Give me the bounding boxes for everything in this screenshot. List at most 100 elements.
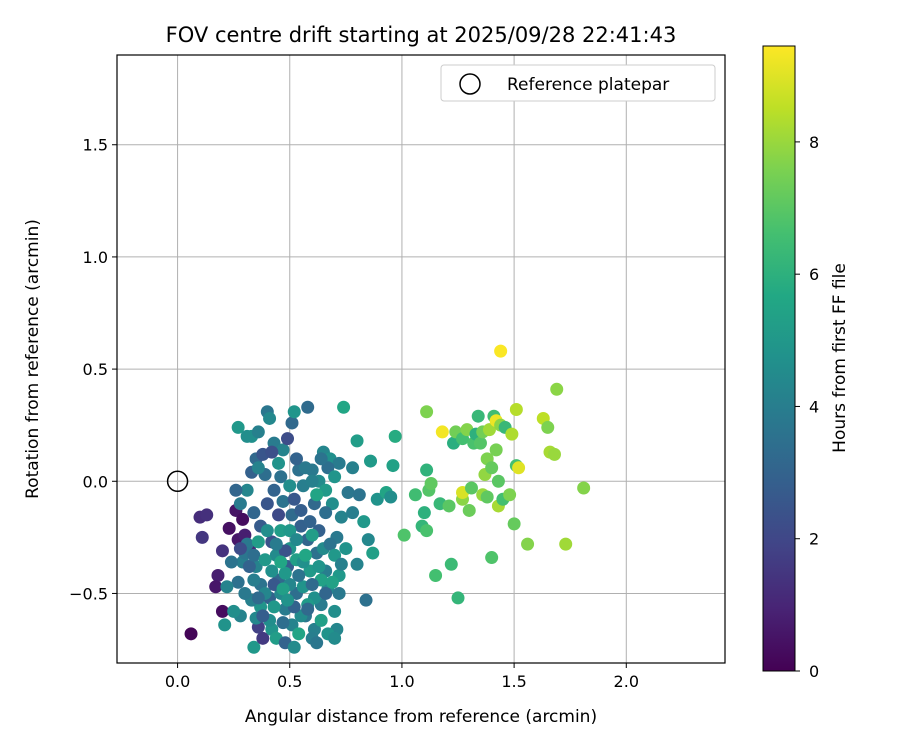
data-point-158 xyxy=(310,636,324,650)
data-point-49 xyxy=(240,429,254,443)
colorbar-gradient xyxy=(762,45,796,672)
colorbar-ticks: 0 2 4 6 8 xyxy=(795,133,819,681)
colorbar-label: Hours from first FF file xyxy=(830,263,850,453)
grid xyxy=(117,55,725,663)
data-point-8 xyxy=(222,521,236,535)
data-point-1 xyxy=(215,604,229,618)
data-point-107 xyxy=(240,483,254,497)
x-tick-label-2: 1.0 xyxy=(389,672,414,691)
colorbar-tick-label-3: 6 xyxy=(809,265,819,284)
data-point-82 xyxy=(388,429,402,443)
data-point-199 xyxy=(451,591,465,605)
data-point-217 xyxy=(485,461,499,475)
data-point-208 xyxy=(471,409,485,423)
data-point-167 xyxy=(258,553,272,567)
data-point-72 xyxy=(334,510,348,524)
data-point-23 xyxy=(231,575,245,589)
data-point-57 xyxy=(285,416,299,430)
data-point-76 xyxy=(357,515,371,529)
data-point-174 xyxy=(319,586,333,600)
data-point-108 xyxy=(247,506,261,520)
data-point-83 xyxy=(384,490,398,504)
data-point-146 xyxy=(298,461,312,475)
data-point-142 xyxy=(265,445,279,459)
data-point-95 xyxy=(274,524,288,538)
data-point-144 xyxy=(283,479,297,493)
data-point-239 xyxy=(559,537,573,551)
data-point-169 xyxy=(276,582,290,596)
y-axis-label: Rotation from reference (arcmin) xyxy=(23,219,43,499)
data-point-227 xyxy=(503,488,517,502)
data-point-151 xyxy=(314,452,328,466)
data-point-3 xyxy=(209,580,223,594)
data-point-78 xyxy=(366,546,380,560)
data-point-191 xyxy=(420,405,434,419)
data-point-178 xyxy=(289,533,303,547)
data-point-112 xyxy=(272,508,286,522)
data-point-164 xyxy=(260,524,274,538)
data-point-103 xyxy=(227,604,241,618)
reference-marker-group xyxy=(166,470,189,493)
data-point-87 xyxy=(339,542,353,556)
data-point-134 xyxy=(247,573,261,587)
data-point-182 xyxy=(281,593,295,607)
data-point-162 xyxy=(278,566,292,580)
data-point-155 xyxy=(314,613,328,627)
data-point-86 xyxy=(350,557,364,571)
data-point-48 xyxy=(231,420,245,434)
data-point-219 xyxy=(489,443,503,457)
data-point-2 xyxy=(211,569,225,583)
data-point-159 xyxy=(301,602,315,616)
data-point-184 xyxy=(408,488,422,502)
data-point-180 xyxy=(305,528,319,542)
data-point-115 xyxy=(294,503,308,517)
data-point-81 xyxy=(386,459,400,473)
data-point-215 xyxy=(482,423,496,437)
data-point-176 xyxy=(332,586,346,600)
data-point-69 xyxy=(350,434,364,448)
data-point-232 xyxy=(512,461,526,475)
data-point-196 xyxy=(444,557,458,571)
data-point-209 xyxy=(473,436,487,450)
data-point-74 xyxy=(346,506,360,520)
data-point-113 xyxy=(278,544,292,558)
data-point-216 xyxy=(485,551,499,565)
data-point-172 xyxy=(305,577,319,591)
x-tick-label-4: 2.0 xyxy=(614,672,639,691)
data-point-0 xyxy=(184,627,198,641)
colorbar-tick-label-2: 4 xyxy=(809,397,819,416)
data-point-189 xyxy=(424,477,438,491)
data-point-85 xyxy=(359,593,373,607)
data-point-147 xyxy=(305,474,319,488)
y-tick-label-0: −0.5 xyxy=(69,584,108,603)
data-point-43 xyxy=(276,494,290,508)
legend-label: Reference platepar xyxy=(507,75,669,95)
data-point-194 xyxy=(435,425,449,439)
data-point-229 xyxy=(507,517,521,531)
legend: Reference platepar xyxy=(440,64,716,102)
legend-marker-icon xyxy=(459,73,481,95)
data-point-179 xyxy=(298,548,312,562)
data-point-192 xyxy=(429,569,443,583)
data-point-54 xyxy=(272,456,286,470)
data-point-145 xyxy=(289,452,303,466)
data-point-149 xyxy=(321,461,335,475)
x-axis-label: Angular distance from reference (arcmin) xyxy=(245,707,597,727)
data-point-130 xyxy=(267,600,281,614)
data-point-114 xyxy=(287,492,301,506)
data-point-84 xyxy=(364,454,378,468)
data-point-5 xyxy=(200,508,214,522)
data-point-163 xyxy=(269,537,283,551)
data-point-110 xyxy=(260,497,274,511)
data-point-73 xyxy=(341,485,355,499)
data-point-190 xyxy=(420,463,434,477)
x-tick-label-1: 0.5 xyxy=(277,672,302,691)
data-point-138 xyxy=(229,483,243,497)
data-point-153 xyxy=(292,627,306,641)
data-point-66 xyxy=(332,456,346,470)
data-point-14 xyxy=(218,618,232,632)
data-point-7 xyxy=(215,544,229,558)
data-point-79 xyxy=(370,492,384,506)
data-point-166 xyxy=(247,548,261,562)
data-point-160 xyxy=(292,569,306,583)
